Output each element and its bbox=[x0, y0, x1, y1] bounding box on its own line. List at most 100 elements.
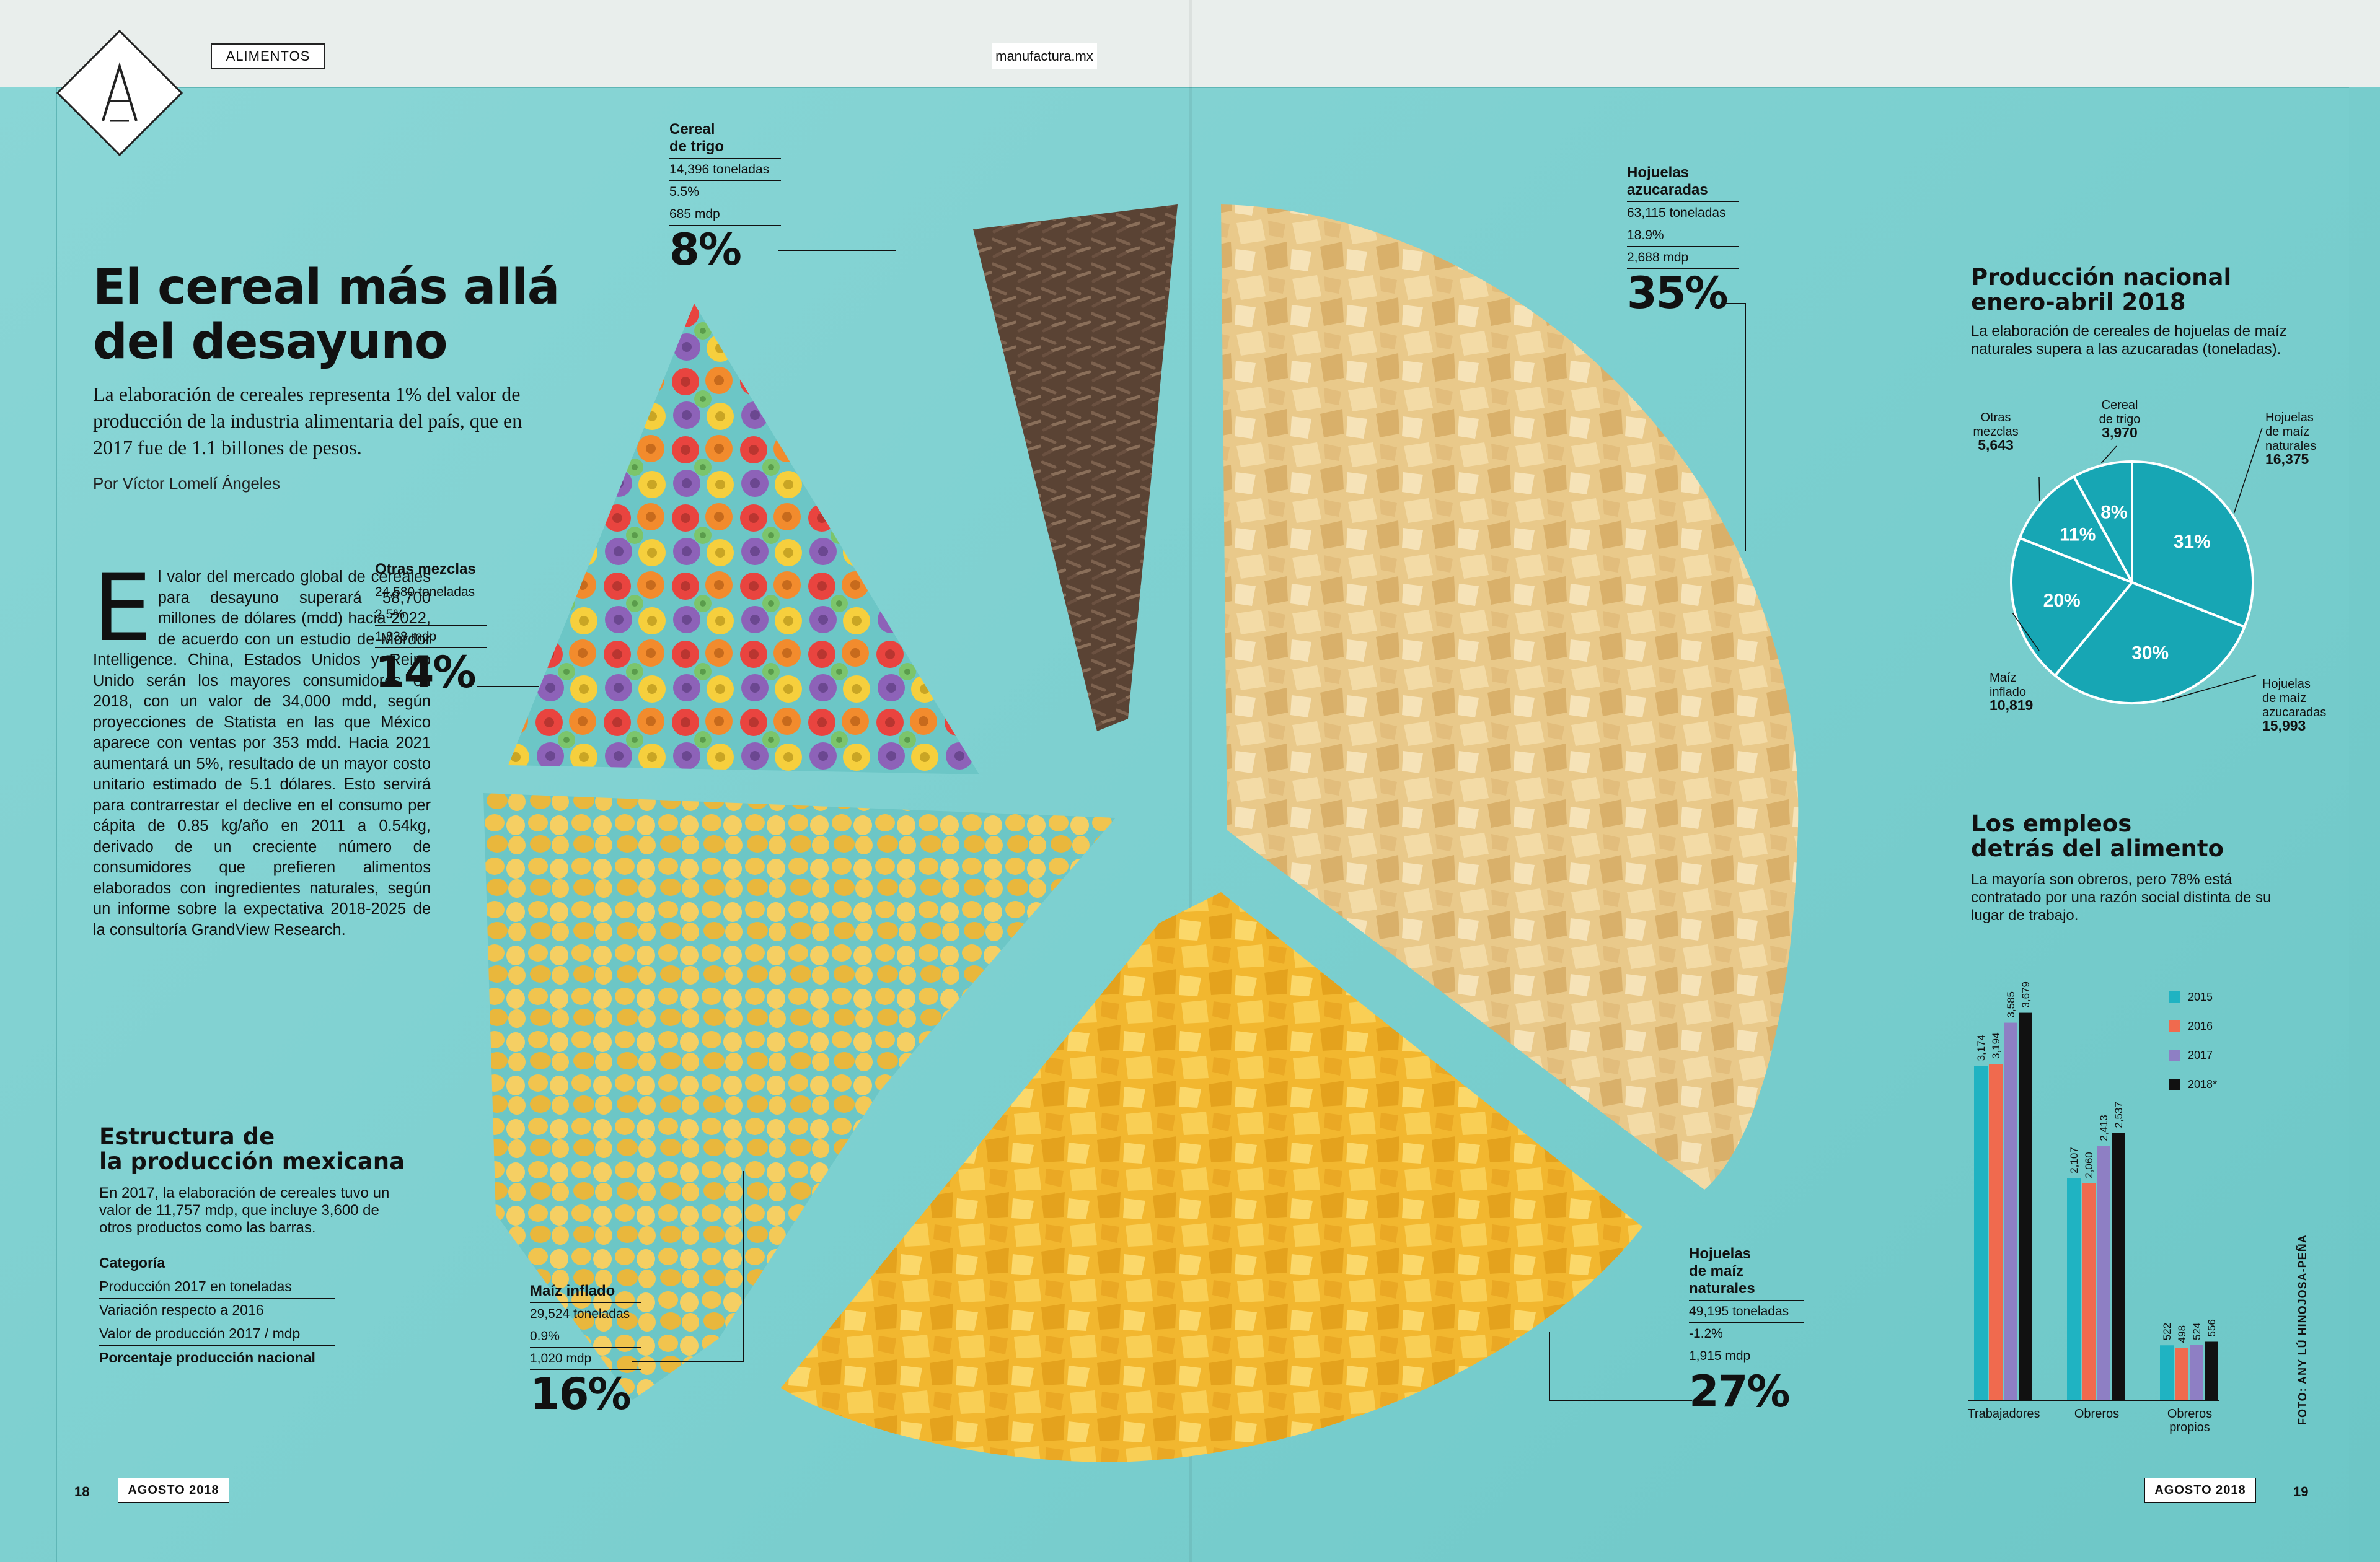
production-title-line-1: Producción nacional bbox=[1971, 264, 2232, 291]
body-text: l valor del mercado global de cereales p… bbox=[93, 568, 431, 939]
bar bbox=[2175, 1348, 2188, 1400]
callout-title: naturales bbox=[1689, 1280, 1804, 1301]
azucaradas-wedge bbox=[1221, 204, 1799, 1190]
bar bbox=[2112, 1133, 2125, 1400]
production-pie-chart: 31% Hojuelas de maíz naturales 16,375 30% Hoju… bbox=[1973, 398, 2326, 734]
callout-value: 2,688 mdp bbox=[1627, 247, 1739, 269]
leader-line bbox=[632, 1171, 744, 1362]
bar-value-label: 2,537 bbox=[2113, 1102, 2125, 1128]
legend-label: 2016 bbox=[2188, 1020, 2213, 1032]
bar bbox=[2067, 1178, 2081, 1400]
callout-naturales: Hojuelas de maíz naturales 49,195 tonela… bbox=[1689, 1245, 1804, 1416]
bar-value-label: 498 bbox=[2176, 1325, 2188, 1343]
spread-fold bbox=[1189, 0, 1192, 1562]
leader-line bbox=[1549, 1332, 1692, 1401]
bar bbox=[2160, 1345, 2174, 1400]
bar bbox=[2097, 1146, 2110, 1400]
callout-title: Cereal bbox=[669, 121, 715, 138]
cereal-pie-illustration bbox=[483, 204, 1799, 1462]
callout-tons: 14,396 toneladas bbox=[669, 159, 781, 181]
callout-percent: 16% bbox=[530, 1369, 632, 1419]
callout-title: azucaradas bbox=[1627, 182, 1739, 202]
title-line-1: El cereal más allá bbox=[93, 260, 560, 315]
pie-annotation: Hojuelas de maíz naturales 16,375 bbox=[2265, 411, 2316, 467]
legend-row: Producción 2017 en toneladas bbox=[99, 1275, 335, 1299]
bar-category-label: Obreros bbox=[2074, 1407, 2119, 1421]
photo-credit: FOTO: ANY LÚ HINOJOSA-PEÑA bbox=[2296, 1234, 2309, 1425]
callout-tons: 63,115 toneladas bbox=[1627, 202, 1739, 224]
bar-value-label: 556 bbox=[2206, 1319, 2218, 1336]
bar-value-label: 3,174 bbox=[1975, 1035, 1987, 1061]
pie-annotation: Cereal de trigo 3,970 bbox=[2099, 398, 2141, 441]
callout-variation: -1.2% bbox=[1689, 1323, 1804, 1345]
structure-title-line-2: la producción mexicana bbox=[99, 1148, 405, 1175]
callout-value: 685 mdp bbox=[669, 203, 781, 226]
callout-inflado: Maíz inflado 29,524 toneladas 0.9% 1,020… bbox=[530, 1283, 641, 1418]
article-title: El cereal más allá del desayuno bbox=[93, 260, 564, 369]
legend-label: 2018* bbox=[2188, 1078, 2217, 1090]
footer-date-right: AGOSTO 2018 bbox=[2144, 1478, 2256, 1503]
leader-line bbox=[477, 686, 539, 687]
structure-title-line-1: Estructura de bbox=[99, 1123, 275, 1150]
callout-variation: 18.9% bbox=[1627, 224, 1739, 247]
production-deck: La elaboración de cereales de hojuelas d… bbox=[1971, 323, 2287, 358]
bar-value-label: 524 bbox=[2191, 1323, 2203, 1340]
bar-value-label: 2,060 bbox=[2083, 1152, 2095, 1178]
category-legend: Categoría Producción 2017 en toneladas V… bbox=[99, 1252, 335, 1369]
callout-title: de trigo bbox=[669, 138, 781, 159]
bar-category-label: Trabajadores bbox=[1967, 1407, 2040, 1421]
callout-variation: 2.5% bbox=[375, 603, 487, 626]
pie-slice-label: 8% bbox=[2100, 502, 2127, 523]
callout-title: Hojuelas bbox=[1627, 164, 1690, 181]
legend-label: 2017 bbox=[2188, 1049, 2213, 1061]
callout-value: 1,020 mdp bbox=[530, 1348, 641, 1370]
employment-title-line-2: detrás del alimento bbox=[1971, 835, 2224, 862]
legend-row: Variación respecto a 2016 bbox=[99, 1299, 335, 1322]
callout-variation: 0.9% bbox=[530, 1325, 641, 1348]
pie-annotation: Otras mezclas 5,643 bbox=[1973, 411, 2018, 453]
employment-deck: La mayoría son obreros, pero 78% está co… bbox=[1971, 871, 2272, 924]
bar-value-label: 2,413 bbox=[2098, 1115, 2110, 1141]
legend-swatch bbox=[2169, 1020, 2180, 1032]
employment-title-line-1: Los empleos bbox=[1971, 810, 2132, 837]
site-tag: manufactura.mx bbox=[992, 43, 1097, 69]
structure-deck: En 2017, la elaboración de cereales tuvo… bbox=[99, 1185, 390, 1236]
bar bbox=[2004, 1022, 2017, 1400]
pie-slice bbox=[2010, 536, 2135, 678]
callout-value: 1,915 mdp bbox=[1689, 1345, 1804, 1367]
legend-row: Valor de producción 2017 / mdp bbox=[99, 1322, 335, 1346]
legend-swatch bbox=[2169, 1079, 2180, 1090]
mezclas-wedge bbox=[508, 304, 979, 774]
bar bbox=[2082, 1183, 2096, 1400]
callout-title: Maíz inflado bbox=[530, 1283, 641, 1303]
inflado-wedge bbox=[483, 793, 1116, 1400]
leader-line bbox=[778, 250, 896, 251]
pie-leader-line bbox=[2100, 445, 2117, 463]
production-title: Producción nacional enero-abril 2018 bbox=[1971, 265, 2293, 315]
callout-percent: 27% bbox=[1689, 1366, 1791, 1417]
callout-tons: 29,524 toneladas bbox=[530, 1303, 641, 1325]
pie-slice bbox=[2131, 460, 2254, 629]
bar-value-label: 3,194 bbox=[1990, 1032, 2002, 1059]
pie-leader-line bbox=[2012, 613, 2040, 651]
bar-value-label: 3,585 bbox=[2005, 991, 2017, 1018]
callout-percent: 35% bbox=[1627, 268, 1729, 318]
pie-annotation: Maíz inflado 10,819 bbox=[1990, 671, 2033, 713]
bar bbox=[1974, 1066, 1988, 1400]
page-number-right: 19 bbox=[2293, 1484, 2309, 1499]
pie-annotation: Hojuelas de maíz azucaradas 15,993 bbox=[2262, 677, 2326, 734]
byline: Por Víctor Lomelí Ángeles bbox=[93, 474, 281, 493]
callout-tons: 49,195 toneladas bbox=[1689, 1301, 1804, 1323]
bar-value-label: 522 bbox=[2161, 1323, 2173, 1340]
structure-title: Estructura de la producción mexicana bbox=[99, 1125, 405, 1174]
callout-title: de maíz bbox=[1689, 1263, 1744, 1279]
callout-tons: 24,580 toneladas bbox=[375, 581, 487, 603]
naturales-wedge bbox=[781, 892, 1642, 1462]
top-margin bbox=[0, 0, 2380, 87]
dropcap: E bbox=[93, 555, 152, 662]
callout-azucaradas: Hojuelas azucaradas 63,115 toneladas 18.… bbox=[1627, 164, 1739, 317]
callout-value: 1,838 mdp bbox=[375, 626, 487, 648]
bar bbox=[2019, 1012, 2032, 1400]
callout-percent: 14% bbox=[375, 647, 477, 698]
